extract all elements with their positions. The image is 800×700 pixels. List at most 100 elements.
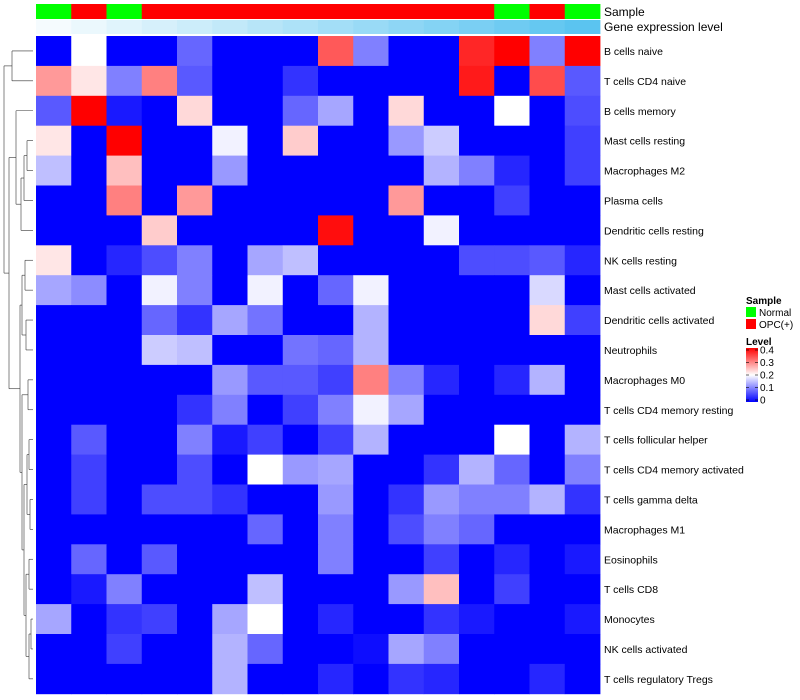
- heatmap-cell: [564, 394, 601, 426]
- heatmap-cell: [353, 125, 389, 156]
- heatmap-cell: [459, 155, 495, 186]
- heatmap-cell: [318, 305, 354, 336]
- heatmap-cell: [459, 95, 495, 127]
- heatmap-cell: [106, 305, 143, 336]
- heatmap-cell: [388, 36, 425, 67]
- heatmap-cell: [212, 424, 248, 455]
- heatmap-cell: [106, 185, 143, 216]
- row-label: Dendritic cells resting: [604, 225, 704, 237]
- heatmap-cell: [106, 275, 143, 306]
- heatmap-cell: [106, 454, 143, 485]
- heatmap-cell: [36, 514, 72, 545]
- heatmap-cell: [353, 155, 389, 186]
- heatmap-cell: [353, 305, 389, 336]
- heatmap-cell: [212, 185, 248, 216]
- heatmap-cell: [564, 155, 601, 186]
- heatmap-cell: [247, 514, 284, 545]
- heatmap-cell: [494, 65, 530, 97]
- sample-annotation-cell: [212, 4, 248, 19]
- heatmap-cell: [177, 215, 213, 246]
- heatmap-cell: [353, 275, 389, 306]
- level-annotation-bar: [36, 20, 601, 34]
- heatmap-cell: [388, 95, 425, 127]
- sample-legend-label-opc: OPC(+): [759, 320, 793, 331]
- heatmap-cell: [388, 125, 425, 156]
- heatmap-cell: [106, 215, 143, 246]
- heatmap-cell: [106, 125, 143, 156]
- heatmap-cell: [423, 364, 460, 396]
- heatmap-cell: [353, 335, 389, 366]
- sample-annotation-cell: [494, 4, 530, 19]
- heatmap-cell: [141, 424, 178, 455]
- heatmap-cell: [318, 604, 354, 635]
- heatmap-cell: [564, 245, 601, 276]
- heatmap-cell: [177, 364, 213, 396]
- heatmap-cell: [423, 604, 460, 635]
- heatmap-cell: [36, 65, 72, 97]
- heatmap-cell: [247, 544, 284, 575]
- heatmap-cell: [494, 95, 530, 127]
- heatmap-cell: [177, 454, 213, 485]
- heatmap-cell: [141, 454, 178, 485]
- heatmap-cell: [282, 125, 319, 156]
- heatmap-cell: [388, 185, 425, 216]
- sample-annotation-cell: [318, 4, 354, 19]
- heatmap-cell: [529, 394, 566, 426]
- heatmap-cell: [212, 604, 248, 635]
- heatmap-cell: [36, 245, 72, 276]
- heatmap-cell: [423, 275, 460, 306]
- heatmap-cell: [564, 364, 601, 396]
- heatmap-cells: [36, 36, 601, 695]
- heatmap-cell: [247, 364, 284, 396]
- heatmap-cell: [494, 155, 530, 186]
- heatmap-cell: [388, 634, 425, 665]
- heatmap-cell: [36, 364, 72, 396]
- heatmap-cell: [494, 36, 530, 67]
- heatmap-cell: [529, 574, 566, 605]
- level-tick-label: 0.1: [760, 383, 774, 394]
- heatmap-cell: [36, 454, 72, 485]
- heatmap-cell: [212, 335, 248, 366]
- heatmap-cell: [388, 364, 425, 396]
- heatmap-cell: [459, 484, 495, 515]
- heatmap-cell: [282, 245, 319, 276]
- heatmap-cell: [353, 544, 389, 575]
- heatmap-cell: [282, 663, 319, 695]
- heatmap-cell: [36, 544, 72, 575]
- heatmap-cell: [36, 335, 72, 366]
- heatmap-cell: [212, 215, 248, 246]
- heatmap-cell: [388, 275, 425, 306]
- heatmap-cell: [494, 454, 530, 485]
- heatmap-cell: [141, 245, 178, 276]
- heatmap-cell: [212, 484, 248, 515]
- heatmap-cell: [71, 364, 107, 396]
- heatmap-cell: [318, 215, 354, 246]
- heatmap-cell: [388, 394, 425, 426]
- heatmap-cell: [529, 65, 566, 97]
- heatmap-cell: [529, 245, 566, 276]
- heatmap-cell: [36, 155, 72, 186]
- row-label: Dendritic cells activated: [604, 315, 714, 327]
- heatmap-cell: [106, 663, 143, 695]
- heatmap-cell: [459, 36, 495, 67]
- row-labels: B cells naive T cells CD4 naive B cells me…: [604, 46, 744, 686]
- level-annotation-cell: [459, 20, 495, 34]
- heatmap-cell: [247, 65, 284, 97]
- heatmap-cell: [494, 544, 530, 575]
- heatmap-cell: [141, 663, 178, 695]
- heatmap-cell: [353, 454, 389, 485]
- heatmap-cell: [459, 544, 495, 575]
- heatmap-cell: [388, 215, 425, 246]
- sample-legend-swatch-opc: [746, 319, 756, 329]
- level-tick-label: 0.3: [760, 358, 774, 369]
- heatmap-cell: [71, 663, 107, 695]
- heatmap-cell: [494, 634, 530, 665]
- heatmap-cell: [459, 305, 495, 336]
- heatmap-cell: [177, 305, 213, 336]
- heatmap-cell: [459, 65, 495, 97]
- heatmap-cell: [141, 335, 178, 366]
- heatmap-cell: [494, 364, 530, 396]
- heatmap-cell: [36, 36, 72, 67]
- heatmap-cell: [212, 574, 248, 605]
- heatmap-cell: [71, 394, 107, 426]
